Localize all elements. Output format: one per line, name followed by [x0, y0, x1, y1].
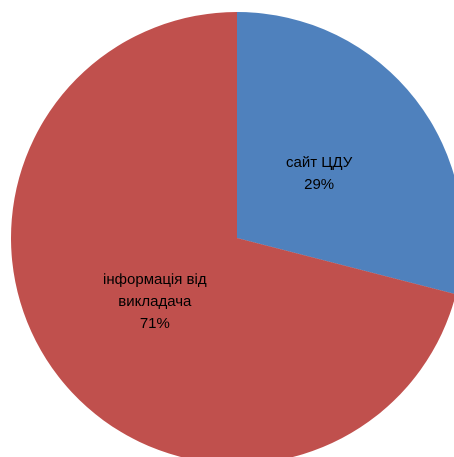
- pie-slice: [237, 12, 454, 294]
- slice-label: інформація від викладача 71%: [75, 269, 235, 335]
- category-label: сайт ЦДУ: [286, 154, 353, 172]
- pie-slice: [11, 12, 454, 457]
- value-label: 71%: [139, 314, 170, 332]
- category-label: інформація від викладача: [103, 270, 207, 310]
- slice-label: сайт ЦДУ 29%: [239, 152, 399, 196]
- value-label: 29%: [304, 176, 335, 194]
